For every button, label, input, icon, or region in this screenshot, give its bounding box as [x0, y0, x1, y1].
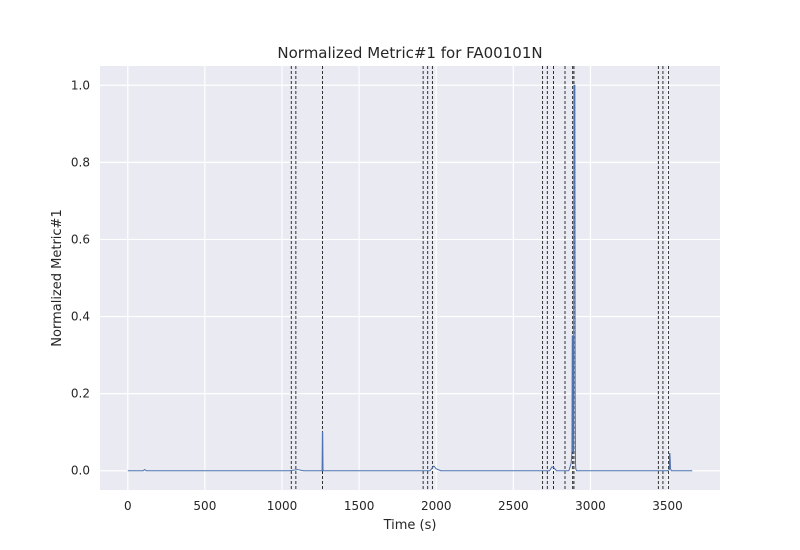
x-tick-label: 500: [193, 499, 216, 513]
y-axis-ticks: 0.0 0.2 0.4 0.6 0.8 1.0: [71, 78, 90, 477]
chart-title: Normalized Metric#1 for FA00101N: [277, 44, 542, 62]
series-line: [127, 84, 693, 472]
series-layer: [127, 84, 693, 472]
y-tick-label: 1.0: [71, 78, 90, 92]
x-tick-label: 1000: [267, 499, 298, 513]
x-axis-ticks: 0 500 1000 1500 2000 2500 3000 3500: [124, 499, 683, 513]
x-tick-label: 3500: [652, 499, 683, 513]
grid: [100, 66, 720, 490]
x-tick-label: 3000: [575, 499, 606, 513]
x-tick-label: 1500: [344, 499, 375, 513]
y-tick-label: 0.8: [71, 155, 90, 169]
x-tick-label: 2000: [421, 499, 452, 513]
y-tick-label: 0.4: [71, 310, 90, 324]
y-tick-label: 0.0: [71, 464, 90, 478]
x-tick-label: 2500: [498, 499, 529, 513]
plot-background: [100, 66, 720, 490]
y-tick-label: 0.2: [71, 387, 90, 401]
y-axis-label: Normalized Metric#1: [50, 209, 65, 346]
y-tick-label: 0.6: [71, 232, 90, 246]
x-tick-label: 0: [124, 499, 132, 513]
x-axis-label: Time (s): [383, 518, 437, 533]
